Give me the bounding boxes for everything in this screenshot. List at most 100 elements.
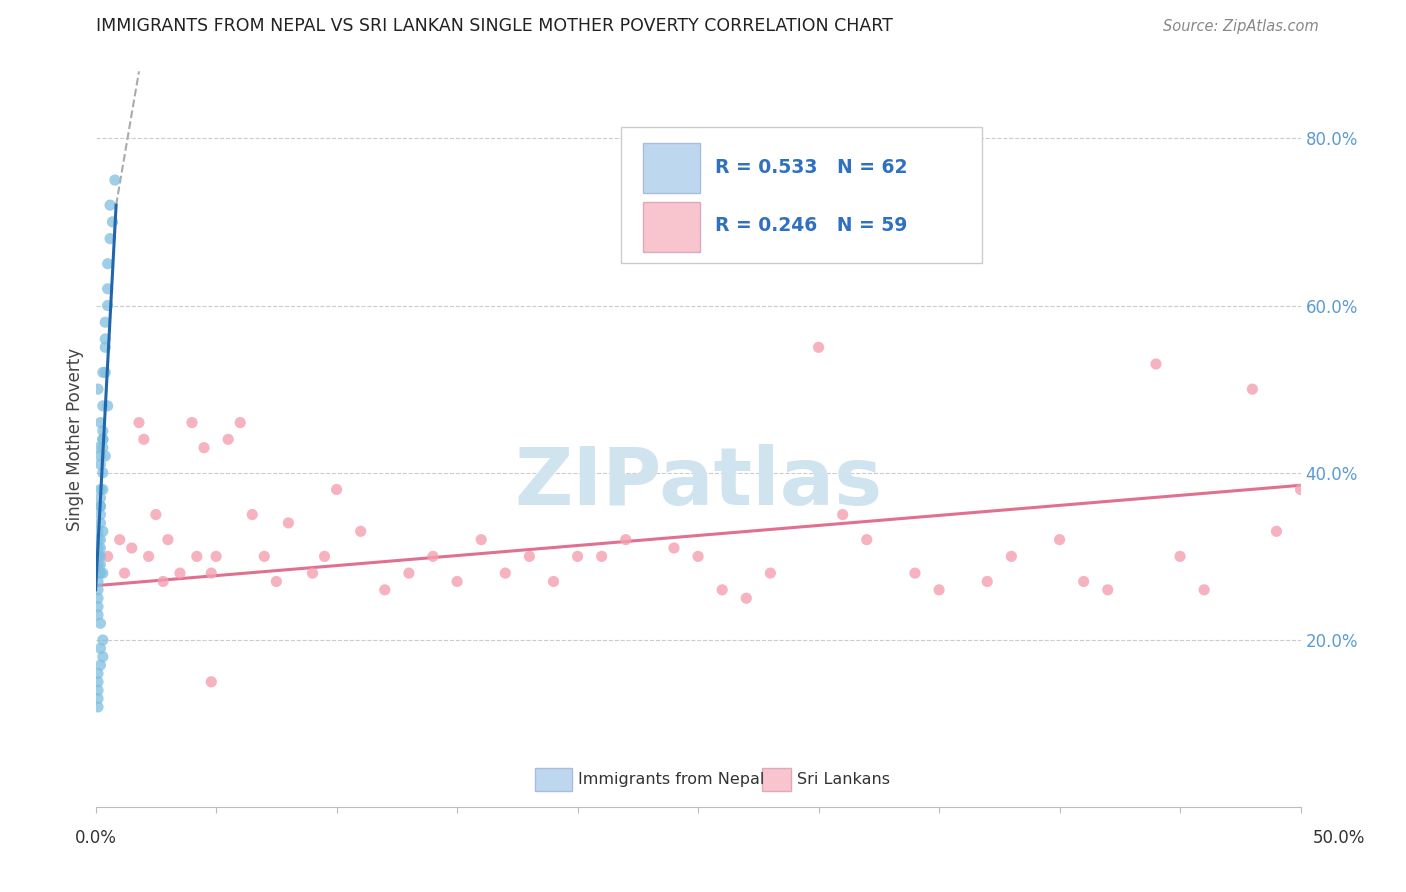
Point <box>87 524 110 539</box>
Point <box>145 508 167 522</box>
Point <box>398 566 420 581</box>
Point <box>97 257 120 271</box>
Point <box>470 533 492 547</box>
Point <box>98 198 121 212</box>
Point <box>87 533 110 547</box>
Point <box>904 566 927 581</box>
Text: 50.0%: 50.0% <box>1312 829 1365 847</box>
Point <box>94 332 117 346</box>
Point <box>89 566 111 581</box>
Point <box>91 524 114 539</box>
Point <box>87 674 110 689</box>
FancyBboxPatch shape <box>762 767 790 791</box>
Point <box>89 508 111 522</box>
Point <box>91 433 114 447</box>
Point <box>152 574 174 589</box>
Point <box>200 674 222 689</box>
Point <box>759 566 782 581</box>
Point <box>1289 483 1312 497</box>
Text: 0.0%: 0.0% <box>75 829 117 847</box>
Point <box>217 433 239 447</box>
Point <box>89 483 111 497</box>
Point <box>91 566 114 581</box>
Point <box>91 633 114 648</box>
Point <box>735 591 758 606</box>
Point <box>91 399 114 413</box>
Point <box>266 574 288 589</box>
Point <box>1073 574 1095 589</box>
Point <box>567 549 589 564</box>
Point <box>494 566 516 581</box>
Point <box>446 574 468 589</box>
Point <box>186 549 208 564</box>
Point <box>87 691 110 706</box>
Point <box>89 416 111 430</box>
Point <box>543 574 565 589</box>
Point <box>114 566 136 581</box>
Point <box>89 491 111 505</box>
Point <box>169 566 191 581</box>
Point <box>1144 357 1167 371</box>
Point <box>928 582 950 597</box>
Text: Source: ZipAtlas.com: Source: ZipAtlas.com <box>1163 20 1319 34</box>
Point <box>108 533 131 547</box>
Point <box>89 458 111 472</box>
FancyBboxPatch shape <box>643 202 700 252</box>
Point <box>87 582 110 597</box>
Point <box>87 549 110 564</box>
Point <box>138 549 160 564</box>
Point <box>97 282 120 296</box>
FancyBboxPatch shape <box>621 127 983 262</box>
Text: Immigrants from Nepal: Immigrants from Nepal <box>578 772 763 787</box>
Point <box>91 466 114 480</box>
Text: R = 0.533   N = 62: R = 0.533 N = 62 <box>714 158 907 177</box>
Point <box>1241 382 1264 396</box>
Point <box>89 549 111 564</box>
Text: Sri Lankans: Sri Lankans <box>797 772 890 787</box>
Point <box>193 441 215 455</box>
Point <box>101 215 124 229</box>
Point <box>1168 549 1191 564</box>
Point <box>89 500 111 514</box>
Point <box>1265 524 1288 539</box>
Point <box>91 424 114 438</box>
Point <box>89 641 111 656</box>
Y-axis label: Single Mother Poverty: Single Mother Poverty <box>66 348 84 531</box>
Point <box>200 566 222 581</box>
Point <box>301 566 323 581</box>
Point <box>87 683 110 698</box>
Point <box>855 533 877 547</box>
Point <box>87 549 110 564</box>
Point <box>253 549 276 564</box>
Point <box>87 558 110 572</box>
Text: ZIPatlas: ZIPatlas <box>515 444 882 523</box>
Point <box>831 508 853 522</box>
Point <box>229 416 252 430</box>
Point <box>87 599 110 614</box>
Point <box>97 298 120 313</box>
Point <box>94 315 117 329</box>
Point <box>91 649 114 664</box>
Point <box>98 231 121 245</box>
Point <box>1000 549 1022 564</box>
Point <box>1192 582 1215 597</box>
Point <box>87 441 110 455</box>
Point <box>87 558 110 572</box>
Point <box>89 516 111 530</box>
Point <box>104 173 127 187</box>
Point <box>1097 582 1119 597</box>
Point <box>662 541 685 555</box>
Text: IMMIGRANTS FROM NEPAL VS SRI LANKAN SINGLE MOTHER POVERTY CORRELATION CHART: IMMIGRANTS FROM NEPAL VS SRI LANKAN SING… <box>96 17 893 35</box>
FancyBboxPatch shape <box>536 767 572 791</box>
Point <box>591 549 613 564</box>
Point <box>128 416 150 430</box>
Point <box>87 566 110 581</box>
Point <box>156 533 179 547</box>
Point <box>711 582 734 597</box>
Point <box>87 607 110 622</box>
Text: R = 0.246   N = 59: R = 0.246 N = 59 <box>714 217 907 235</box>
Point <box>87 382 110 396</box>
Point <box>97 399 120 413</box>
Point <box>325 483 347 497</box>
Point <box>205 549 228 564</box>
